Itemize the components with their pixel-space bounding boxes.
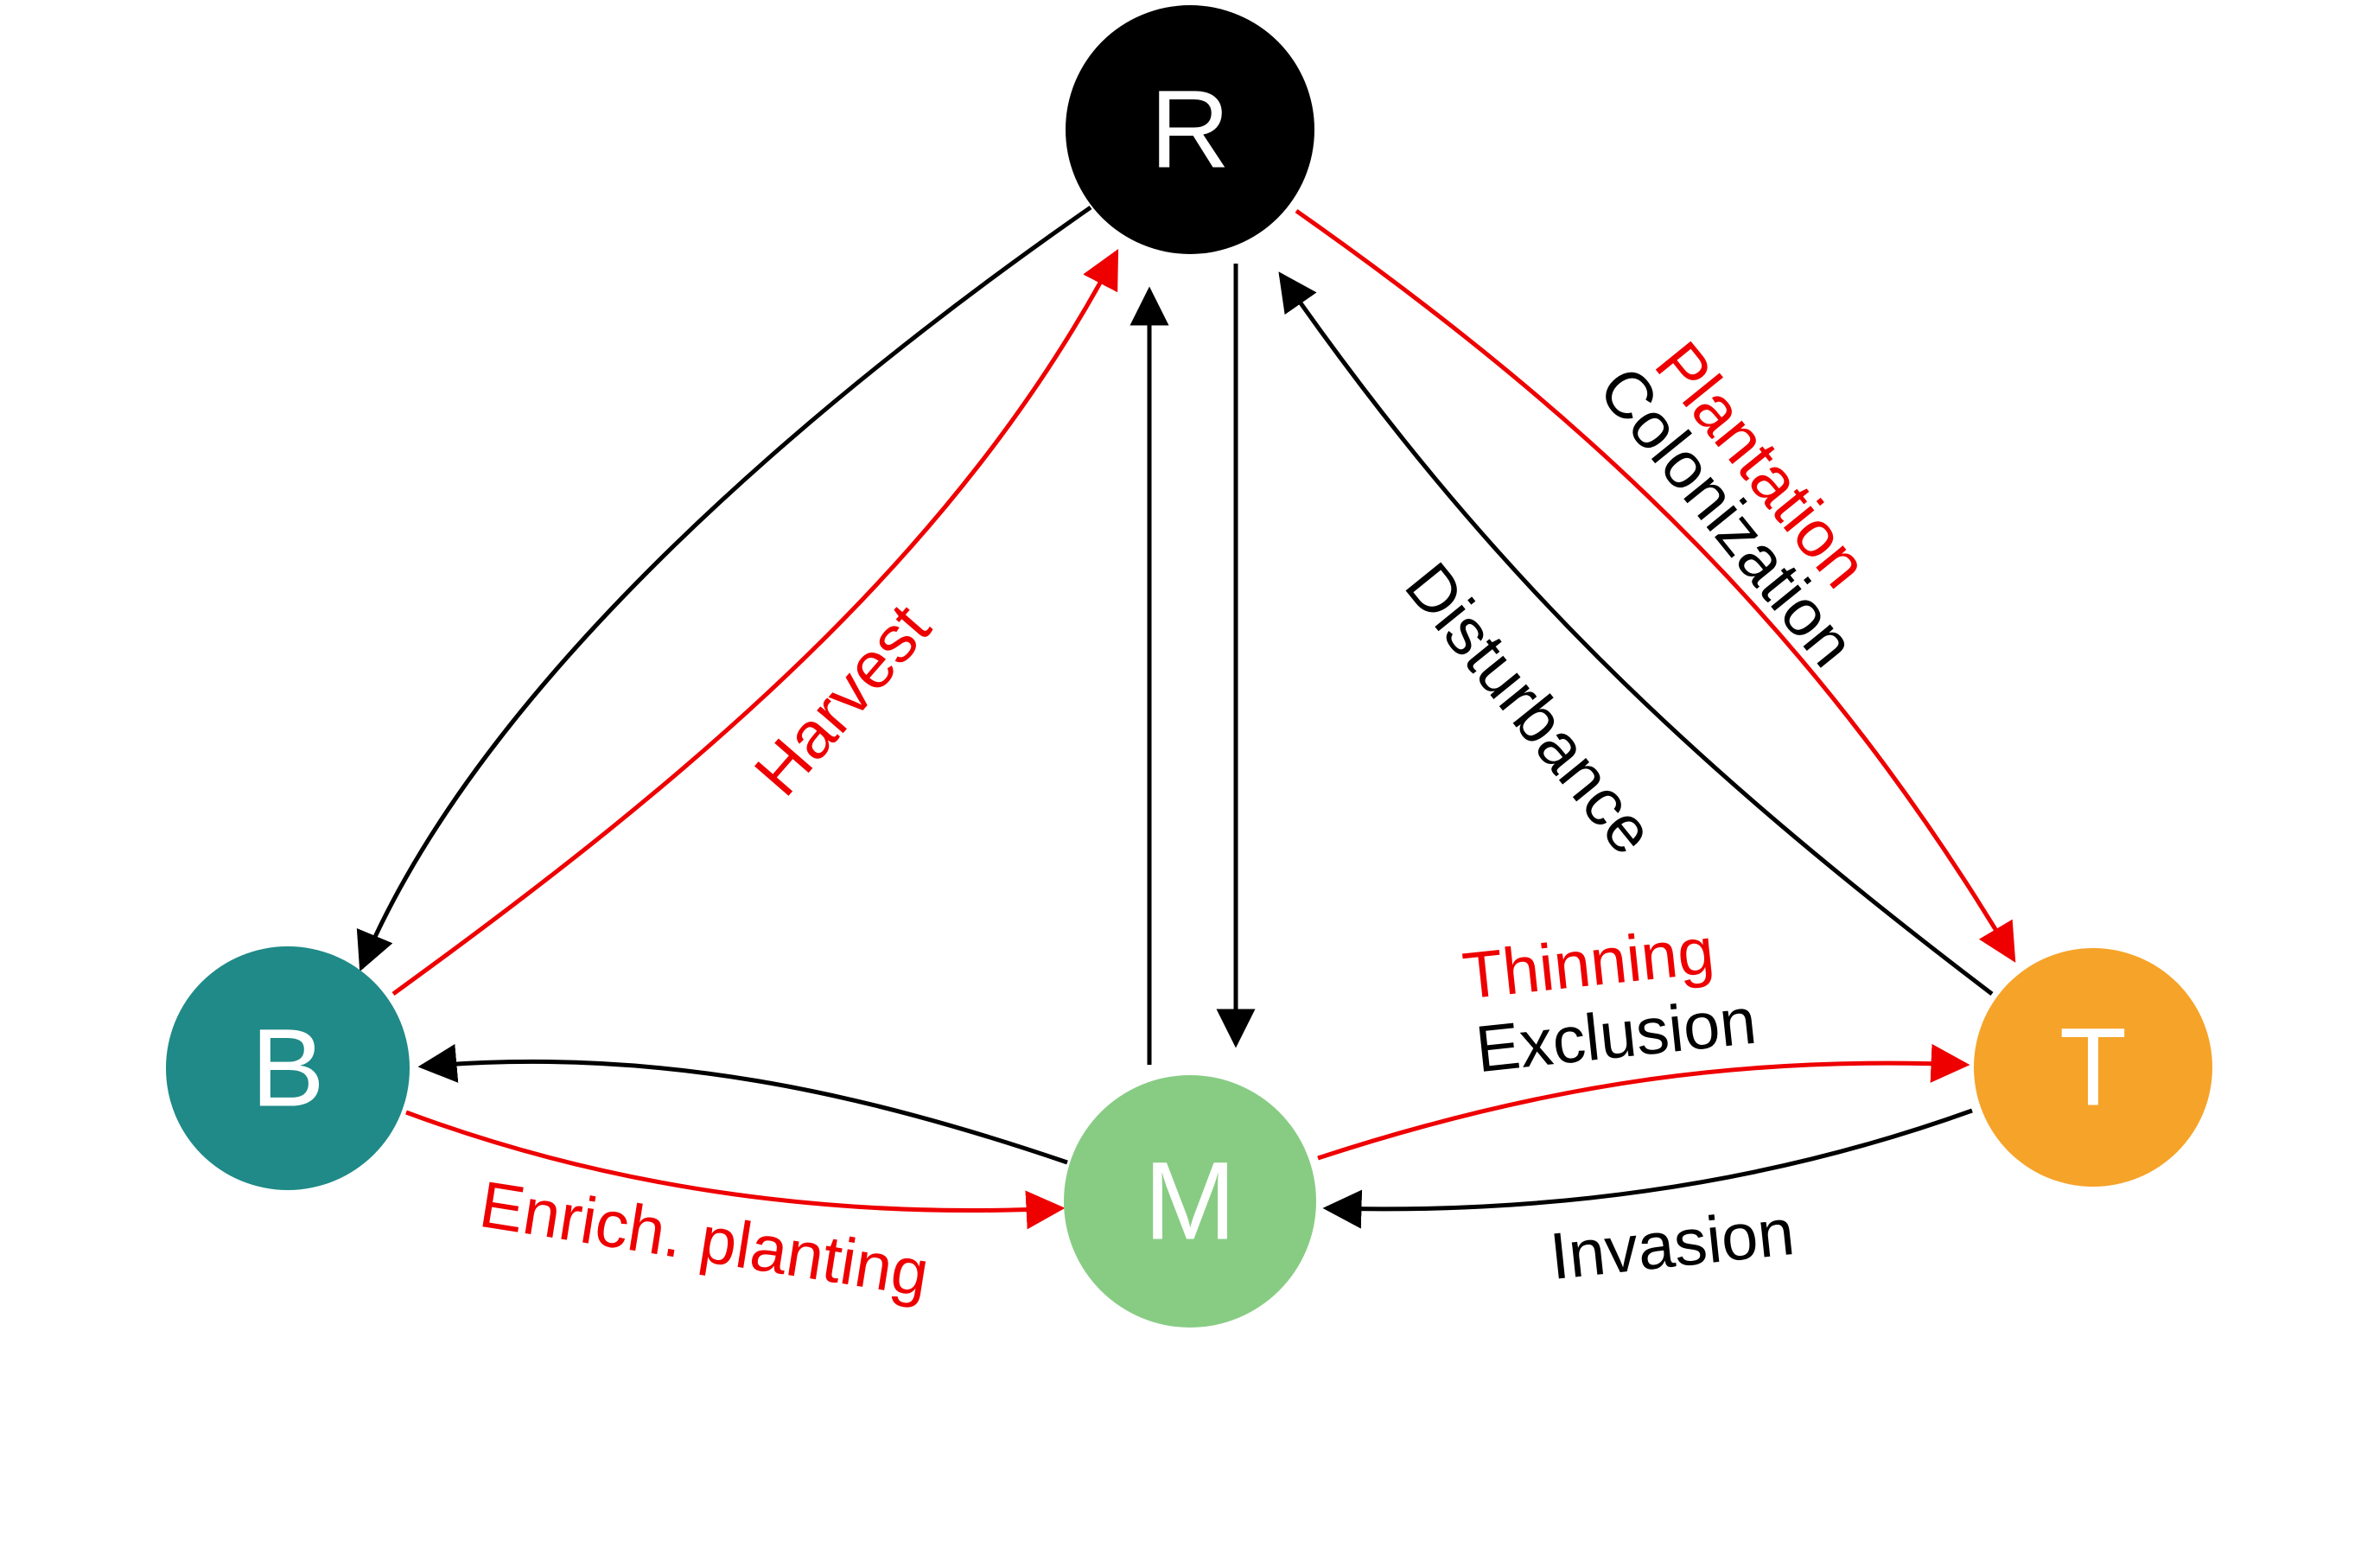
node-m-label: M [1144, 1140, 1237, 1264]
node-r-label: R [1150, 68, 1230, 192]
node-m: M [1064, 1075, 1316, 1328]
node-t-label: T [2059, 1006, 2127, 1130]
edge-r-to-b [356, 205, 1092, 972]
edge-m-to-t [1317, 1043, 1970, 1161]
edge-b-to-r [391, 249, 1119, 996]
node-t: T [1974, 948, 2212, 1187]
label-harvest: Harvest [741, 590, 945, 809]
node-b: B [166, 946, 410, 1190]
label-disturbance: Disturbance [1390, 550, 1668, 869]
edge-t-to-m [1322, 1108, 1973, 1229]
edge-t-to-r [1278, 271, 1994, 996]
node-b-label: B [251, 1007, 324, 1130]
edge-b-to-m [405, 1110, 1066, 1230]
node-r: R [1066, 5, 1314, 254]
edge-r-to-t [1295, 208, 2016, 963]
label-invasion: Invasion [1547, 1195, 1798, 1294]
edge-m-to-b [417, 1044, 1068, 1165]
